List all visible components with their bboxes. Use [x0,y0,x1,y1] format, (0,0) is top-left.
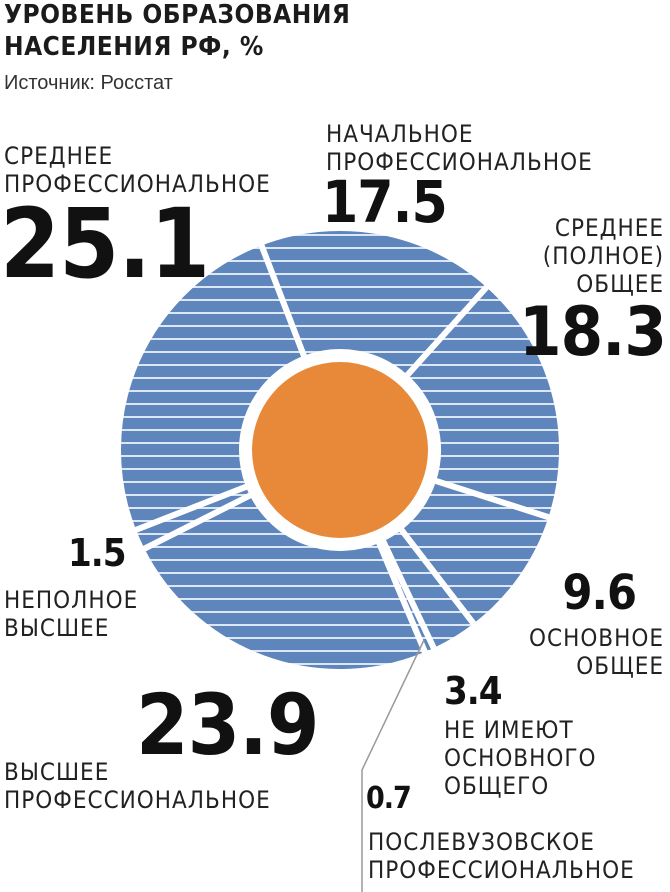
label-slice-3-line-2: ОБЩЕГО [444,772,550,800]
center-circle [252,362,428,538]
chart-source: Источник: Росстат [4,72,173,94]
label-slice-5-line-1: ПРОФЕССИОНАЛЬНОЕ [4,786,271,814]
label-slice-7-line-0: СРЕДНЕЕ [4,142,114,170]
label-slice-1-line-1: (ПОЛНОЕ) [542,242,664,270]
label-slice-4-line-1: ПРОФЕССИОНАЛЬНОЕ [368,856,635,884]
label-slice-3-line-1: ОСНОВНОГО [444,744,597,772]
label-slice-6-line-1: ВЫСШЕЕ [4,614,110,642]
label-slice-0-line-1: ПРОФЕССИОНАЛЬНОЕ [326,148,593,176]
label-slice-0-line-0: НАЧАЛЬНОЕ [326,120,474,148]
value-slice-2: 9.6 [562,565,637,621]
value-slice-6: 1.5 [68,531,127,575]
value-slice-7: 25.1 [0,188,210,300]
value-slice-1: 18.3 [519,293,667,372]
label-slice-6-line-0: НЕПОЛНОЕ [4,586,139,614]
label-slice-5-line-0: ВЫСШЕЕ [4,758,110,786]
value-slice-4: 0.7 [366,781,412,816]
label-slice-7-line-1: ПРОФЕССИОНАЛЬНОЕ [4,170,271,198]
label-slice-1-line-0: СРЕДНЕЕ [554,214,664,242]
leader-line-slice-4 [361,639,425,892]
value-slice-3: 3.4 [444,669,503,713]
label-slice-2-line-0: ОСНОВНОЕ [529,624,664,652]
value-slice-0: 17.5 [322,168,448,236]
label-slice-1-line-2: ОБЩЕЕ [576,270,664,298]
label-slice-2-line-1: ОБЩЕЕ [576,652,664,680]
label-slice-3-line-0: НЕ ИМЕЮТ [444,716,574,744]
value-slice-5: 23.9 [136,676,319,774]
chart-title-line2: НАСЕЛЕНИЯ РФ, % [4,32,264,62]
chart-title-line1: УРОВЕНЬ ОБРАЗОВАНИЯ [4,0,351,30]
label-slice-4-line-0: ПОСЛЕВУЗОВСКОЕ [368,828,595,856]
